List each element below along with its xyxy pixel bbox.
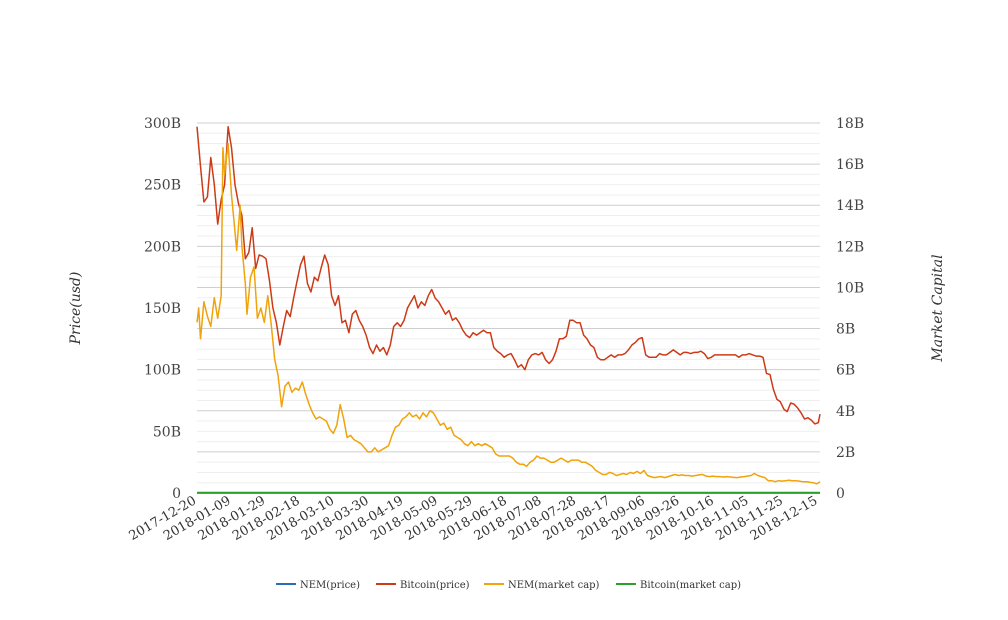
left-tick-label: 0 [172, 486, 181, 502]
right-tick-label: 8B [836, 322, 855, 338]
left-tick-label: 150B [144, 301, 181, 317]
grid-lines [197, 122, 820, 494]
right-tick-label: 0 [836, 486, 845, 502]
right-tick-label: 16B [836, 157, 864, 173]
right-tick-label: 12B [836, 239, 864, 255]
left-axis-ticks: 0 50B 100B 150B 200B 250B 300B [144, 116, 181, 502]
series-layer [196, 125, 821, 494]
legend-label-bitcoin-price: Bitcoin(price) [400, 580, 470, 591]
left-tick-label: 200B [144, 239, 181, 255]
right-tick-label: 4B [836, 404, 855, 420]
right-tick-label: 6B [836, 363, 855, 379]
left-tick-label: 50B [153, 424, 181, 440]
left-tick-label: 100B [144, 363, 181, 379]
left-tick-label: 250B [144, 178, 181, 194]
left-axis-title: Price(usd) [68, 272, 84, 346]
right-axis-ticks: 0 2B 4B 6B 8B 10B 12B 14B 16B 18B [836, 116, 864, 502]
series-line-nem-market-cap [196, 142, 821, 485]
right-tick-label: 14B [836, 198, 864, 214]
legend[interactable]: NEM(price) Bitcoin(price) NEM(market cap) B… [276, 580, 741, 591]
series-line-bitcoin-price [196, 125, 821, 425]
legend-label-bitcoin-market-cap: Bitcoin(market cap) [640, 580, 741, 591]
right-tick-label: 18B [836, 116, 864, 132]
left-tick-label: 300B [144, 116, 181, 132]
right-tick-label: 10B [836, 280, 864, 296]
legend-label-nem-market-cap: NEM(market cap) [508, 580, 600, 591]
x-axis-ticks: 2017-12-202018-01-092018-01-292018-02-18… [127, 493, 821, 543]
right-axis-title: Market Capital [930, 254, 946, 362]
right-tick-label: 2B [836, 445, 855, 461]
legend-label-nem-price: NEM(price) [300, 580, 360, 591]
